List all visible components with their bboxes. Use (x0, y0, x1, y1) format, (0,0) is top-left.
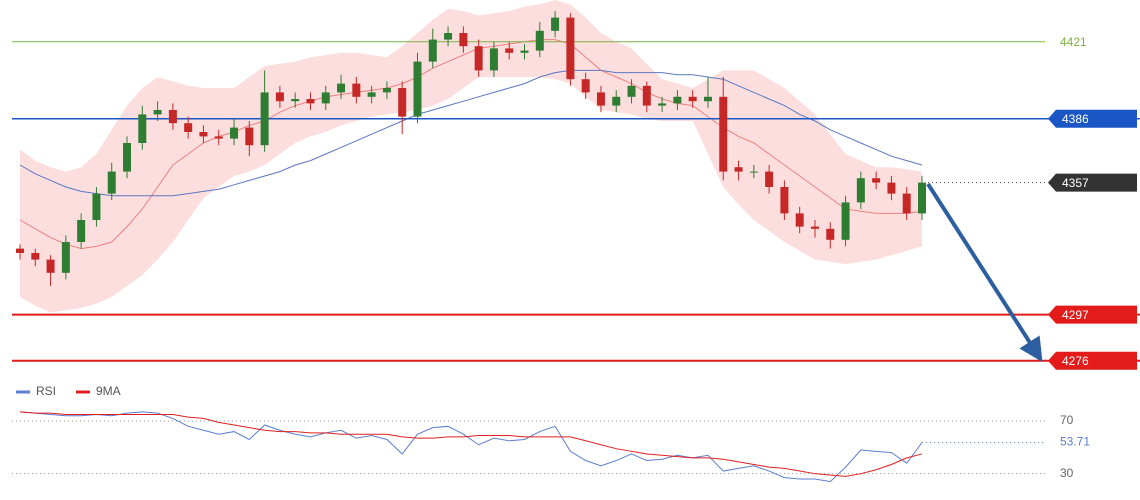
candle-body (260, 92, 269, 146)
candle-body (673, 96, 682, 104)
level-tag (1048, 351, 1137, 370)
candle-body (306, 99, 315, 104)
legend-label: RSI (36, 384, 56, 398)
candle-body (92, 193, 101, 220)
candle-body (61, 242, 70, 273)
candle-body (153, 110, 162, 115)
candle-body (275, 92, 284, 102)
candle-body (31, 253, 40, 260)
last-price-tag (1048, 173, 1137, 192)
candle-body (887, 182, 896, 194)
rsi-line (19, 411, 923, 477)
legend-label: 9MA (96, 384, 121, 398)
level-tag (1048, 109, 1137, 128)
candle-body (199, 132, 208, 137)
candle-body (810, 226, 819, 229)
candle-body (398, 88, 407, 117)
y-tick-label: 30 (1060, 466, 1074, 480)
candle-body (642, 85, 651, 106)
level-tag (1048, 305, 1137, 324)
candle-body (214, 136, 223, 139)
candle-body (688, 96, 697, 102)
candle-body (841, 202, 850, 240)
candle-body (444, 33, 453, 40)
candle-body (123, 143, 132, 172)
candle-body (367, 92, 376, 97)
candle-body (107, 171, 116, 194)
level-label: 4421 (1060, 35, 1087, 49)
candle-body (168, 110, 177, 124)
candle-body (765, 171, 774, 187)
level-label: 4386 (1062, 112, 1089, 126)
last-price-label: 4357 (1062, 176, 1089, 190)
candle-body (918, 182, 926, 214)
candle-body (428, 39, 437, 62)
candle-body (902, 193, 911, 214)
candle-body (230, 127, 239, 139)
candle-body (489, 48, 498, 71)
moving-average (19, 69, 923, 197)
candle-body (826, 228, 835, 240)
candle-body (566, 17, 575, 80)
candle-body (627, 85, 636, 97)
candle-body (703, 96, 712, 102)
candle-body (138, 114, 147, 143)
candle-body (46, 259, 55, 273)
y-tick-label: 70 (1060, 413, 1074, 427)
candle-body (184, 123, 193, 132)
candle-body (474, 46, 483, 71)
candle-body (337, 83, 346, 93)
moving-average (19, 39, 923, 250)
last-rsi-label: 53.71 (1060, 435, 1090, 449)
candle-body (780, 187, 789, 214)
candle-body (535, 30, 544, 51)
candle-body (872, 178, 881, 183)
candle-body (382, 88, 391, 93)
candle-body (520, 50, 529, 53)
candle-body (352, 83, 361, 97)
candle-body (795, 213, 804, 227)
candle-body (505, 48, 514, 53)
candle-body (16, 248, 24, 253)
candle-body (734, 167, 743, 172)
candle-body (291, 99, 300, 102)
level-label: 4276 (1062, 354, 1089, 368)
candle-body (413, 61, 422, 117)
candle-body (719, 96, 728, 172)
candle-body (551, 17, 560, 31)
bollinger-band (20, 0, 922, 313)
candle-body (658, 103, 667, 106)
candle-body (321, 92, 330, 104)
candle-body (77, 220, 86, 242)
candle-body (459, 33, 468, 47)
candle-body (612, 96, 621, 106)
candle-body (245, 127, 254, 146)
candle-body (596, 92, 605, 106)
rsi-line (19, 411, 923, 483)
level-label: 4297 (1062, 308, 1089, 322)
candle-body (581, 79, 590, 93)
candle-body (749, 171, 758, 173)
candle-body (856, 178, 865, 203)
forecast-arrow (926, 182, 1043, 363)
